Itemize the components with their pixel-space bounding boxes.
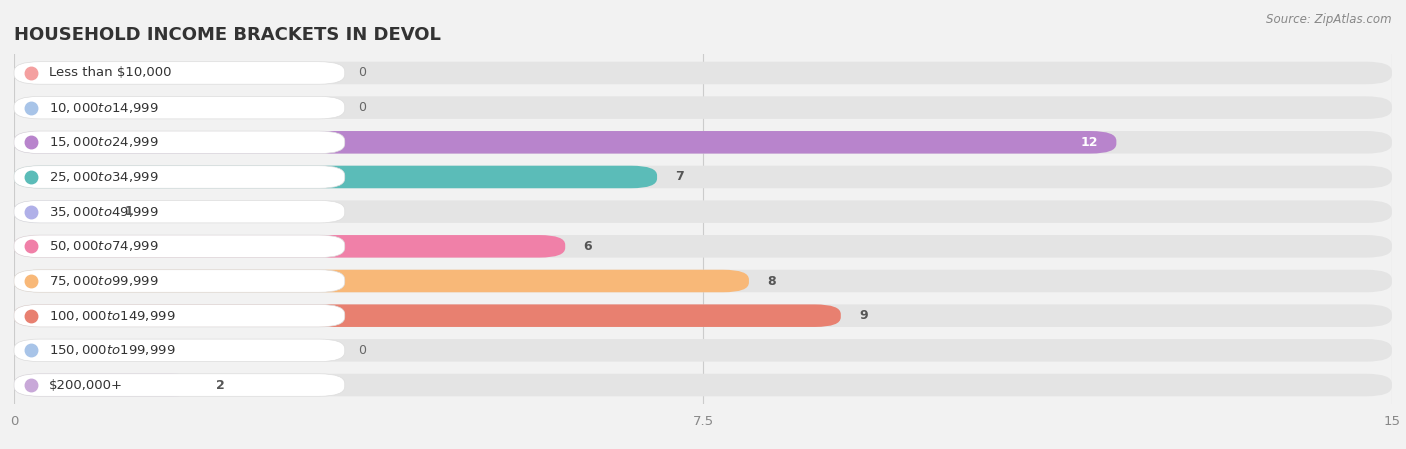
- Text: 7: 7: [675, 171, 685, 184]
- Text: 0: 0: [359, 344, 367, 357]
- FancyBboxPatch shape: [14, 131, 1392, 154]
- FancyBboxPatch shape: [14, 270, 749, 292]
- Text: 1: 1: [124, 205, 134, 218]
- FancyBboxPatch shape: [14, 97, 1392, 119]
- FancyBboxPatch shape: [14, 270, 1392, 292]
- FancyBboxPatch shape: [14, 235, 565, 258]
- FancyBboxPatch shape: [14, 200, 344, 223]
- Text: $35,000 to $49,999: $35,000 to $49,999: [49, 205, 159, 219]
- Text: 6: 6: [583, 240, 592, 253]
- Text: $15,000 to $24,999: $15,000 to $24,999: [49, 135, 159, 150]
- Text: Less than $10,000: Less than $10,000: [49, 66, 172, 79]
- FancyBboxPatch shape: [14, 374, 198, 396]
- FancyBboxPatch shape: [14, 304, 841, 327]
- Text: $100,000 to $149,999: $100,000 to $149,999: [49, 308, 176, 323]
- FancyBboxPatch shape: [14, 374, 1392, 396]
- FancyBboxPatch shape: [14, 97, 344, 119]
- Text: 12: 12: [1080, 136, 1098, 149]
- FancyBboxPatch shape: [14, 166, 1392, 188]
- FancyBboxPatch shape: [14, 166, 344, 188]
- Text: HOUSEHOLD INCOME BRACKETS IN DEVOL: HOUSEHOLD INCOME BRACKETS IN DEVOL: [14, 26, 441, 44]
- FancyBboxPatch shape: [14, 304, 1392, 327]
- FancyBboxPatch shape: [14, 200, 1392, 223]
- Text: 0: 0: [359, 66, 367, 79]
- Text: 8: 8: [768, 274, 776, 287]
- FancyBboxPatch shape: [14, 131, 1116, 154]
- FancyBboxPatch shape: [14, 270, 344, 292]
- FancyBboxPatch shape: [14, 304, 344, 327]
- Text: 2: 2: [217, 379, 225, 392]
- FancyBboxPatch shape: [14, 339, 344, 361]
- Text: $25,000 to $34,999: $25,000 to $34,999: [49, 170, 159, 184]
- Text: $75,000 to $99,999: $75,000 to $99,999: [49, 274, 159, 288]
- FancyBboxPatch shape: [14, 166, 657, 188]
- Text: $150,000 to $199,999: $150,000 to $199,999: [49, 343, 176, 357]
- FancyBboxPatch shape: [14, 62, 1392, 84]
- FancyBboxPatch shape: [14, 374, 344, 396]
- FancyBboxPatch shape: [14, 131, 344, 154]
- Text: $10,000 to $14,999: $10,000 to $14,999: [49, 101, 159, 114]
- FancyBboxPatch shape: [14, 235, 1392, 258]
- Text: Source: ZipAtlas.com: Source: ZipAtlas.com: [1267, 13, 1392, 26]
- Text: $50,000 to $74,999: $50,000 to $74,999: [49, 239, 159, 253]
- Text: $200,000+: $200,000+: [49, 379, 122, 392]
- FancyBboxPatch shape: [14, 235, 344, 258]
- FancyBboxPatch shape: [14, 62, 344, 84]
- Text: 0: 0: [359, 101, 367, 114]
- FancyBboxPatch shape: [14, 200, 105, 223]
- Text: 9: 9: [859, 309, 868, 322]
- FancyBboxPatch shape: [14, 339, 1392, 361]
